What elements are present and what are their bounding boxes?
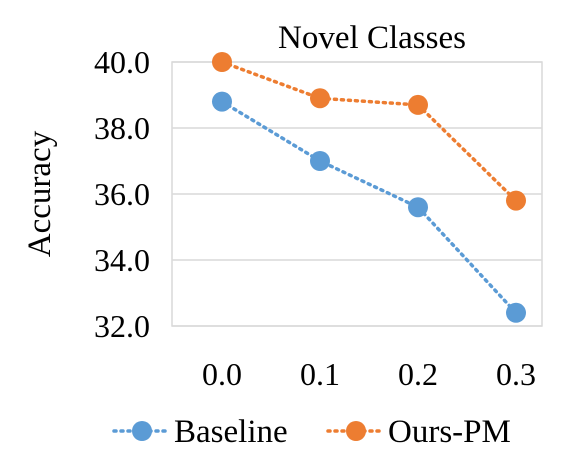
- data-point: [408, 197, 428, 218]
- legend-marker: [346, 421, 366, 441]
- x-tick-label: 0.0: [202, 356, 242, 392]
- chart-title: Novel Classes: [278, 20, 466, 56]
- legend-item: Ours-PM: [326, 414, 511, 450]
- x-tick-labels: 0.0 0.1 0.2 0.3: [202, 356, 536, 392]
- legend: Baseline Ours-PM: [112, 414, 511, 450]
- series-line: [220, 99, 518, 315]
- y-tick-label: 38.0: [94, 110, 150, 146]
- legend-item: Baseline: [112, 414, 288, 450]
- y-tick-label: 36.0: [94, 176, 150, 212]
- data-point: [408, 94, 428, 115]
- legend-label: Ours-PM: [388, 414, 511, 450]
- data-point: [310, 151, 330, 171]
- y-tick-label: 34.0: [94, 242, 150, 278]
- series-layer: [212, 52, 526, 323]
- y-tick-label: 40.0: [94, 44, 150, 80]
- legend-marker: [132, 421, 152, 441]
- data-point: [506, 190, 526, 211]
- data-point: [212, 52, 232, 72]
- x-tick-label: 0.1: [300, 356, 340, 392]
- data-point: [506, 302, 526, 323]
- data-point: [310, 88, 330, 109]
- legend-label: Baseline: [174, 414, 288, 450]
- x-tick-label: 0.2: [398, 356, 438, 392]
- y-axis-label: Accuracy: [22, 130, 58, 257]
- data-point: [212, 91, 232, 112]
- series-line: [220, 60, 518, 203]
- gridlines: [172, 61, 542, 327]
- series-baseline: [212, 91, 526, 323]
- series-ours-pm: [212, 52, 526, 211]
- x-tick-label: 0.3: [496, 356, 536, 392]
- y-tick-labels: 32.0 34.0 36.0 38.0 40.0: [94, 44, 150, 344]
- y-tick-label: 32.0: [94, 308, 150, 344]
